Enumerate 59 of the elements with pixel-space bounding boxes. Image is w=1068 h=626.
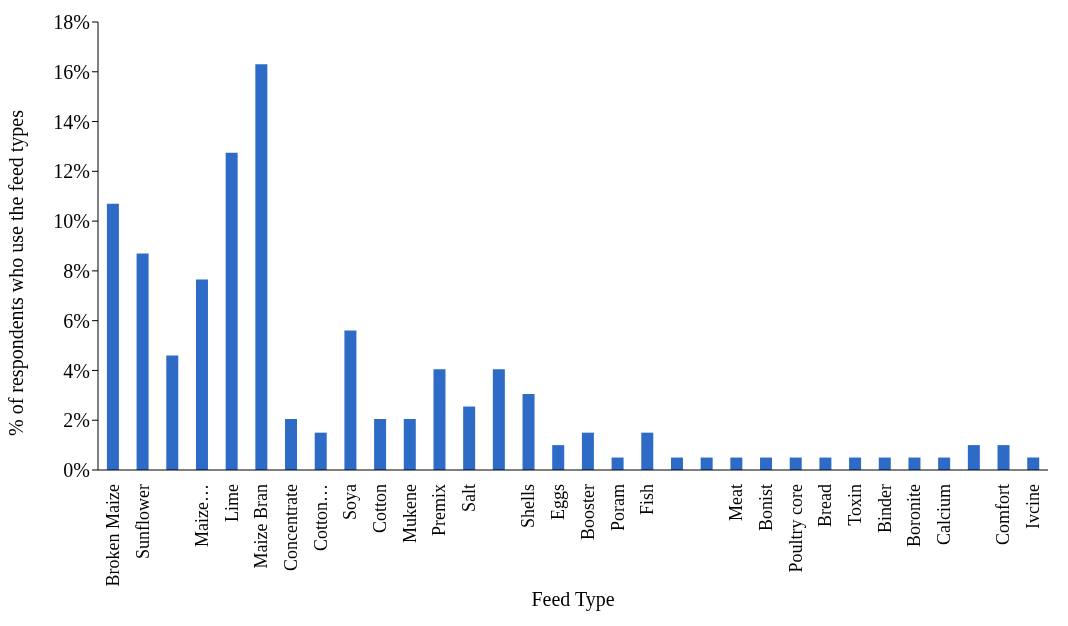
y-tick-label: 12% [53,160,90,183]
x-tick-label: Meat [726,484,747,521]
x-tick-label: Fish [637,484,658,516]
x-tick-label: Eggs [548,484,569,520]
x-tick-label: Sunflower [132,484,153,559]
bar [997,445,1010,470]
x-tick-label: Ivcine [1023,484,1044,529]
bar [285,418,298,470]
bar [106,203,119,470]
y-tick-label: 10% [53,210,90,233]
y-tick-label: 18% [53,11,90,34]
y-tick-label: 4% [63,359,90,382]
y-axis-title: % of respondents who use the feed types [5,109,29,436]
x-tick-label: Binder [874,484,895,533]
bar [463,406,476,470]
y-tick-label: 16% [53,60,90,83]
y-tick-label: 0% [63,459,90,482]
x-tick-label: Mukene [399,483,420,543]
bar [967,445,980,470]
bar [522,394,535,470]
x-tick-label: Maize… [191,484,212,547]
y-tick-label: 2% [63,409,90,432]
x-tick-label: Bread [815,484,836,527]
bar [403,418,416,470]
bar [166,355,179,470]
x-tick-label: Poram [607,484,628,531]
x-tick-label: Bonist [755,484,776,532]
x-tick-label: Broken Maize [102,484,123,587]
y-tick-label: 6% [63,309,90,332]
bar [255,64,268,470]
bar [552,445,565,470]
x-tick-label: Shells [518,484,539,529]
x-tick-label: Boronite [904,484,925,547]
x-tick-label: Booster [577,484,598,540]
x-tick-label: Premix [429,484,450,536]
x-tick-label: Concentrate [280,484,301,571]
x-tick-label: Cotton [370,484,391,534]
x-tick-label: Salt [459,484,480,513]
x-tick-label: Calcium [934,484,955,545]
bar [374,418,387,470]
x-tick-label: Poultry core [785,483,806,573]
bar [433,369,446,470]
x-tick-label: Toxin [845,484,866,526]
x-tick-label: Lime [221,484,242,522]
bar [136,253,149,470]
y-tick-label: 8% [63,259,90,282]
y-tick-label: 14% [53,110,90,133]
bar [225,152,238,470]
x-tick-label: Soya [340,483,361,520]
bar [581,432,594,470]
x-tick-label: Comfort [993,484,1014,545]
bar [314,432,327,470]
bar [641,432,654,470]
x-tick-label: Maize Bran [251,484,272,569]
bar [195,279,208,470]
x-tick-label: Cotton… [310,484,331,552]
x-axis-title: Feed Type [531,588,615,611]
bar [492,369,505,470]
bar [344,330,357,470]
